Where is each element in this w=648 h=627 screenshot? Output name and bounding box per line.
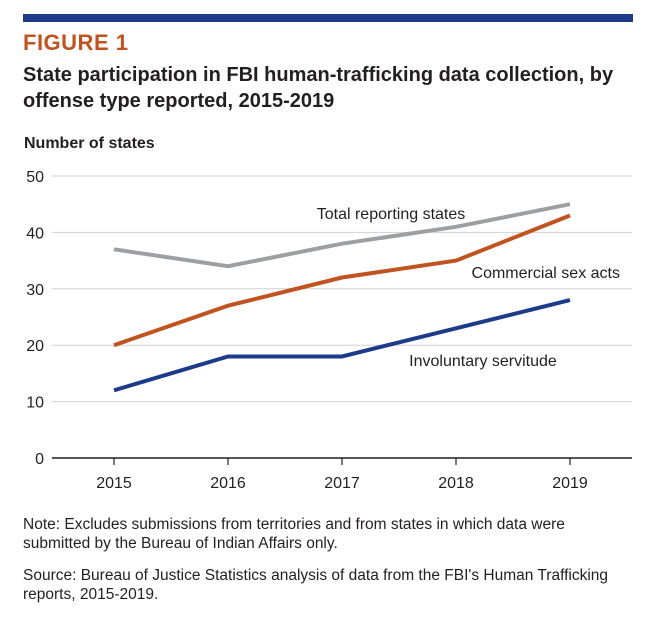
chart-source: Source: Bureau of Justice Statistics ana… (23, 567, 609, 603)
y-tick-label: 50 (26, 169, 44, 186)
chart-note: Note: Excludes submissions from territor… (23, 516, 565, 552)
y-axis-title: Number of states (24, 135, 155, 152)
x-axis: 2015 2016 2017 2018 2019 (52, 457, 632, 492)
top-rule (23, 14, 633, 22)
series-label: Total reporting states (317, 206, 466, 223)
gridlines (52, 175, 632, 403)
x-tick-label: 2018 (438, 475, 474, 492)
y-tick-label: 10 (26, 395, 44, 412)
series-label: Commercial sex acts (472, 265, 620, 282)
y-tick-label: 40 (26, 225, 44, 242)
series-labels: Total reporting states Commercial sex act… (317, 206, 620, 370)
series-lines (113, 202, 571, 393)
x-tick-label: 2015 (96, 475, 132, 492)
y-tick-label: 20 (26, 338, 44, 355)
x-tick-label: 2019 (552, 475, 588, 492)
y-tick-labels: 0 10 20 30 40 50 (26, 169, 44, 468)
x-tick-label: 2017 (324, 475, 360, 492)
x-tick-label: 2016 (210, 475, 246, 492)
figure-label: FIGURE 1 (23, 30, 129, 55)
line-chart: 0 10 20 30 40 50 2015 2016 2017 2018 2019 Total r… (26, 169, 632, 492)
series-label: Involuntary servitude (409, 353, 557, 370)
figure-title: State participation in FBI human-traffic… (23, 64, 614, 112)
y-tick-label: 0 (35, 451, 44, 468)
y-tick-label: 30 (26, 282, 44, 299)
